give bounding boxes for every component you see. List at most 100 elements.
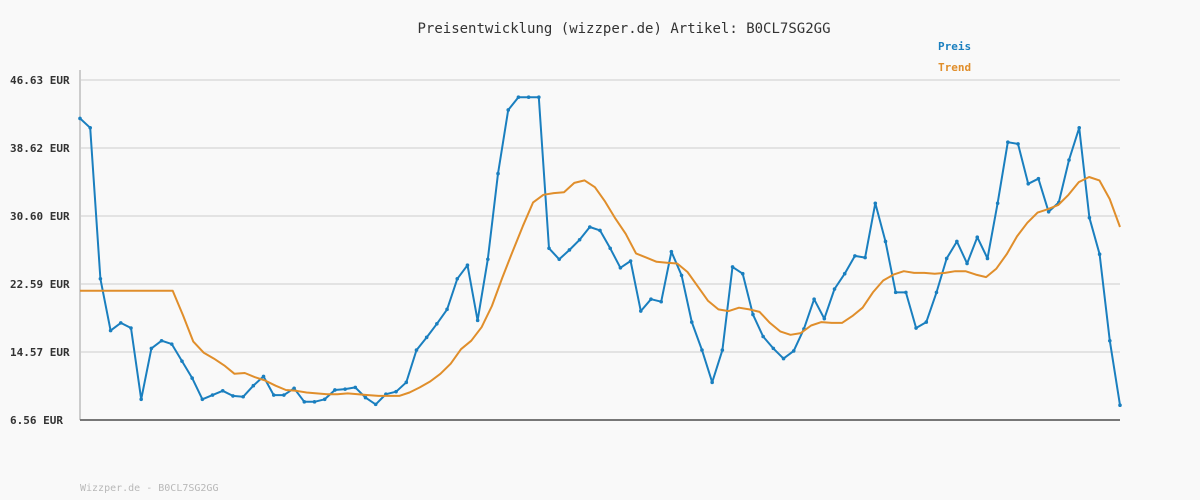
data-point [404, 380, 409, 385]
data-point [322, 397, 327, 402]
data-point [282, 393, 286, 397]
data-point [1026, 181, 1031, 186]
data-point [465, 263, 470, 268]
data-point [1036, 176, 1041, 181]
data-point [169, 342, 174, 346]
data-point [975, 235, 980, 240]
data-point [1118, 403, 1122, 408]
data-point [955, 239, 959, 244]
y-tick-label: 14.57 EUR [10, 346, 70, 359]
data-point [537, 95, 541, 100]
data-point [995, 201, 1000, 206]
data-point [394, 389, 398, 394]
data-point [618, 265, 623, 270]
data-point [588, 225, 592, 229]
data-point [965, 261, 969, 266]
data-point [740, 271, 745, 276]
data-point [883, 239, 888, 244]
data-point [292, 386, 296, 391]
data-point [934, 290, 939, 295]
data-point [1016, 142, 1020, 146]
series-line-trend [80, 176, 1121, 397]
data-point [893, 290, 898, 295]
data-point [638, 309, 643, 313]
data-point [791, 349, 796, 353]
y-axis-ticks: 46.63 EUR 38.62 EUR 30.60 EUR 22.59 EUR 14.5… [10, 74, 70, 427]
data-point [373, 402, 378, 407]
data-point [496, 171, 500, 176]
data-point [700, 348, 704, 352]
data-point [78, 116, 82, 121]
data-point [608, 246, 612, 251]
data-point [180, 359, 184, 363]
data-point [414, 348, 419, 352]
data-point [526, 95, 531, 100]
data-point [271, 393, 276, 397]
data-point [424, 335, 429, 340]
legend-preis: Preis [938, 40, 971, 53]
legend-trend: Trend [938, 61, 971, 74]
data-point [363, 395, 368, 400]
series-group [78, 95, 1122, 408]
data-point [628, 259, 633, 263]
data-point [139, 397, 143, 402]
data-point [302, 400, 307, 404]
data-point [853, 254, 857, 258]
data-point [1097, 252, 1102, 257]
data-point [771, 346, 776, 351]
data-point [832, 287, 837, 291]
data-point [159, 338, 164, 343]
data-point [577, 237, 582, 242]
data-point [98, 277, 103, 281]
data-point [118, 321, 123, 325]
data-point [333, 388, 337, 392]
data-point [924, 320, 929, 324]
footer-text: Wizzper.de - B0CL7SG2GG [80, 483, 218, 494]
data-point [985, 256, 990, 261]
data-point [904, 290, 908, 295]
data-point [486, 257, 490, 262]
data-point [781, 356, 786, 361]
data-point [873, 201, 878, 206]
data-point [812, 297, 816, 301]
data-point [312, 400, 317, 404]
data-point [710, 380, 714, 385]
data-point [200, 397, 205, 402]
data-point [649, 297, 653, 301]
data-point [669, 249, 674, 254]
y-tick-label: 46.63 EUR [10, 74, 70, 87]
data-point [88, 125, 92, 130]
data-point [241, 394, 245, 399]
data-point [108, 328, 113, 333]
data-point [251, 383, 256, 388]
data-point [822, 316, 827, 321]
data-point [751, 312, 755, 317]
data-point [129, 326, 133, 330]
data-point [445, 307, 449, 312]
data-point [689, 320, 694, 324]
data-point [210, 393, 215, 397]
data-point [659, 299, 663, 304]
series-line-preis [79, 96, 1121, 406]
data-point [1046, 209, 1051, 214]
data-point [516, 95, 521, 100]
data-point [475, 318, 480, 323]
data-point [1087, 215, 1092, 220]
data-point [547, 246, 551, 251]
data-point [343, 387, 347, 391]
data-point [506, 108, 511, 112]
data-point [842, 271, 847, 276]
data-point [761, 334, 765, 339]
data-point [557, 257, 562, 262]
data-point [220, 389, 225, 393]
data-point [679, 273, 684, 278]
y-tick-label: 22.59 EUR [10, 278, 70, 291]
data-point [1077, 125, 1082, 130]
grid-lines [80, 79, 1120, 354]
chart-title: Preisentwicklung (wizzper.de) Artikel: B… [417, 21, 830, 37]
data-point [1108, 338, 1112, 343]
data-point [231, 394, 235, 398]
data-point [730, 265, 735, 269]
data-point [190, 376, 194, 380]
y-tick-label: 6.56 EUR [10, 414, 63, 427]
